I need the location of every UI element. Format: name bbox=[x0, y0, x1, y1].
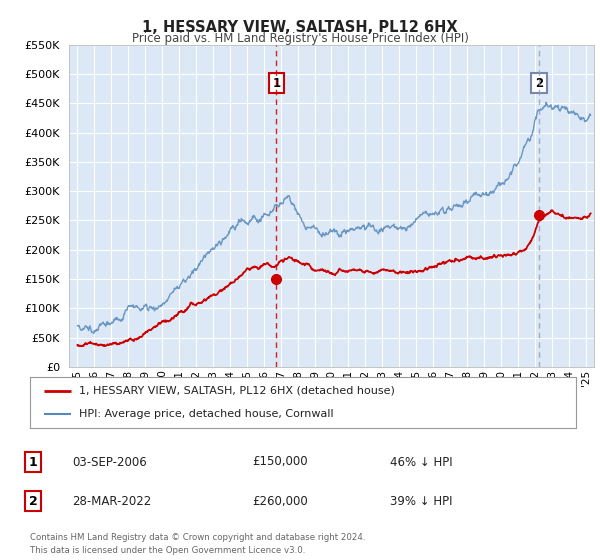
Text: HPI: Average price, detached house, Cornwall: HPI: Average price, detached house, Corn… bbox=[79, 409, 334, 419]
Text: Price paid vs. HM Land Registry's House Price Index (HPI): Price paid vs. HM Land Registry's House … bbox=[131, 32, 469, 45]
Text: 1, HESSARY VIEW, SALTASH, PL12 6HX: 1, HESSARY VIEW, SALTASH, PL12 6HX bbox=[142, 20, 458, 35]
Text: £260,000: £260,000 bbox=[252, 494, 308, 508]
Text: 1: 1 bbox=[272, 77, 281, 90]
Text: 2: 2 bbox=[29, 494, 37, 508]
Text: Contains HM Land Registry data © Crown copyright and database right 2024.: Contains HM Land Registry data © Crown c… bbox=[30, 533, 365, 542]
Text: 1, HESSARY VIEW, SALTASH, PL12 6HX (detached house): 1, HESSARY VIEW, SALTASH, PL12 6HX (deta… bbox=[79, 386, 395, 396]
Text: 39% ↓ HPI: 39% ↓ HPI bbox=[390, 494, 452, 508]
Text: 46% ↓ HPI: 46% ↓ HPI bbox=[390, 455, 452, 469]
Text: 2: 2 bbox=[535, 77, 543, 90]
Text: £150,000: £150,000 bbox=[252, 455, 308, 469]
Text: 28-MAR-2022: 28-MAR-2022 bbox=[72, 494, 151, 508]
Text: This data is licensed under the Open Government Licence v3.0.: This data is licensed under the Open Gov… bbox=[30, 546, 305, 555]
Text: 1: 1 bbox=[29, 455, 37, 469]
Text: 03-SEP-2006: 03-SEP-2006 bbox=[72, 455, 147, 469]
